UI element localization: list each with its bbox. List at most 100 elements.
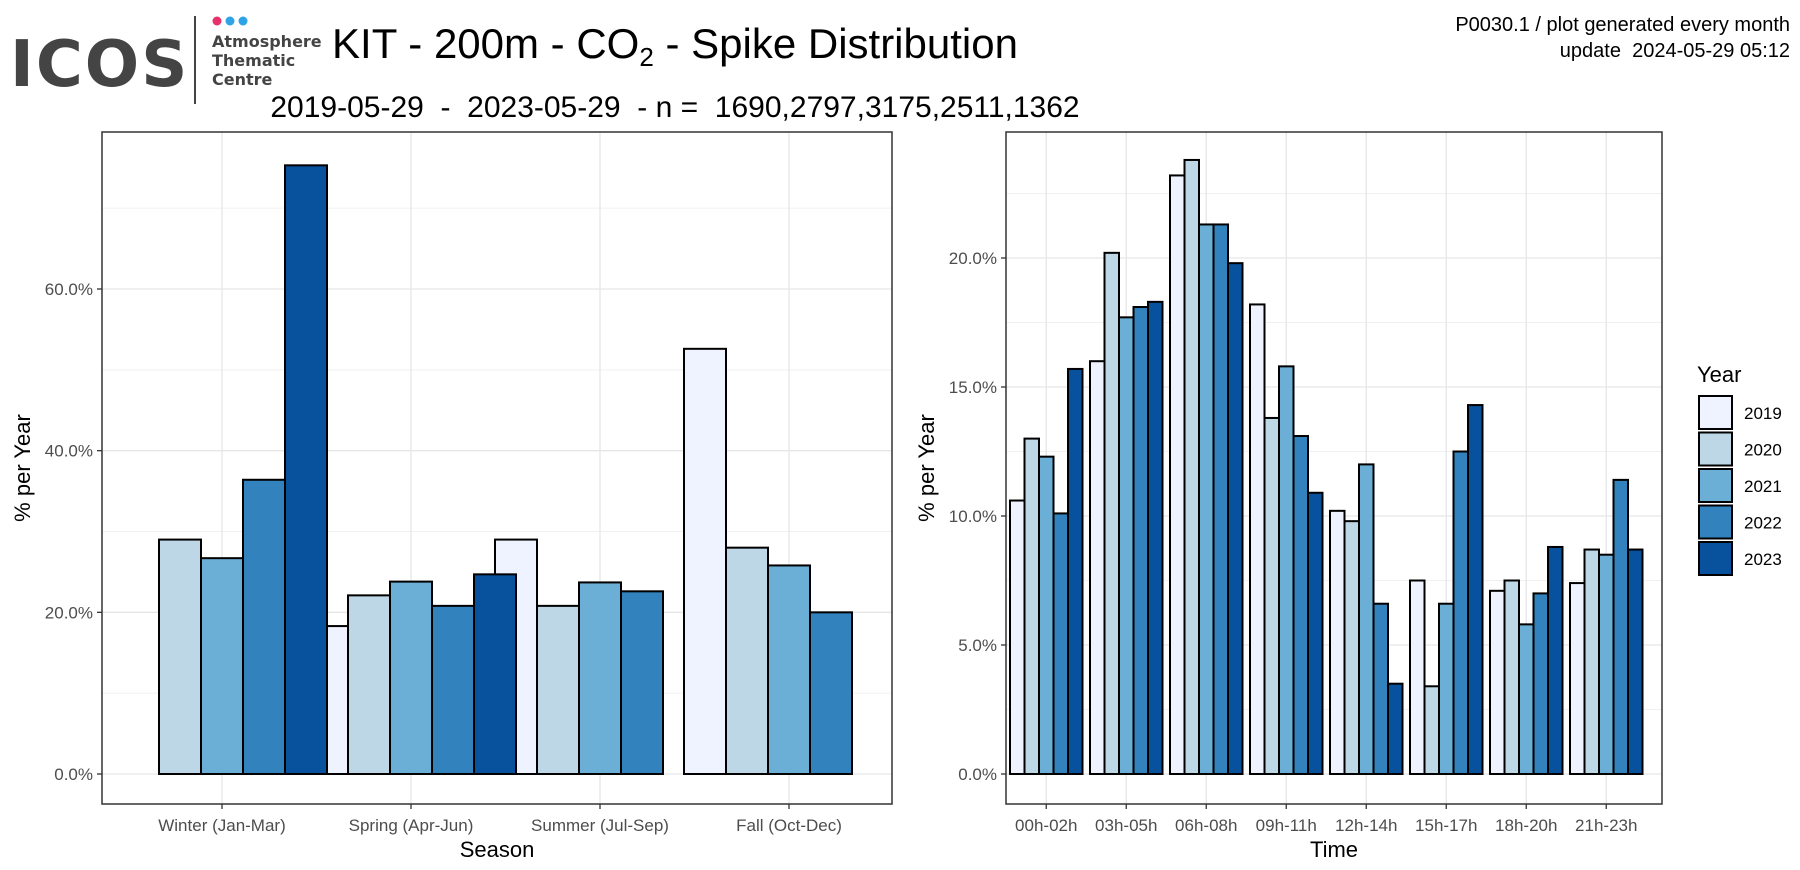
- legend-label: 2023: [1744, 550, 1782, 569]
- x-tick-label: 06h-08h: [1175, 816, 1237, 835]
- y-tick-label: 15.0%: [949, 378, 997, 397]
- bar: [1518, 623, 1535, 775]
- legend-swatch: [1698, 504, 1733, 540]
- legend-swatch: [1698, 541, 1733, 576]
- meta-line-1: P0030.1 / plot generated every month: [1455, 14, 1790, 36]
- bar: [1023, 437, 1040, 775]
- logo-sub-line: Atmosphere: [212, 32, 322, 51]
- legend-label: 2021: [1744, 477, 1782, 496]
- bar: [1409, 579, 1426, 775]
- bar: [1452, 450, 1469, 775]
- bar: [683, 347, 727, 775]
- title-rest: - Spike Distribution: [653, 20, 1018, 67]
- bar: [1249, 303, 1266, 775]
- legend-swatch: [1698, 431, 1733, 467]
- x-tick-label: 00h-02h: [1015, 816, 1077, 835]
- bar: [347, 594, 391, 775]
- y-tick-label: 20.0%: [45, 603, 93, 622]
- y-tick-label: 5.0%: [958, 636, 997, 655]
- bar: [1307, 491, 1324, 775]
- legend-swatch: [1698, 395, 1733, 430]
- bar: [1089, 360, 1106, 775]
- bar: [473, 573, 517, 776]
- title-subscript: 2: [639, 42, 654, 72]
- bar: [1598, 553, 1615, 776]
- bar: [767, 564, 811, 776]
- bar: [536, 604, 580, 775]
- bar: [1118, 316, 1135, 775]
- x-axis-title: Season: [460, 837, 535, 862]
- legend-title: Year: [1697, 362, 1741, 387]
- legend-label: 2022: [1744, 514, 1782, 533]
- bar: [1438, 602, 1455, 775]
- bar: [809, 611, 853, 775]
- y-tick-label: 60.0%: [45, 280, 93, 299]
- x-tick-label: 03h-05h: [1095, 816, 1157, 835]
- bar: [431, 604, 475, 775]
- icos-logo: ICOS Atmosphere Thematic Centre: [10, 16, 322, 104]
- bar: [1372, 602, 1389, 775]
- bar: [1263, 416, 1280, 775]
- bar: [1038, 455, 1055, 775]
- bar: [1627, 548, 1644, 775]
- bar: [1227, 262, 1244, 775]
- y-axis-title: % per Year: [914, 414, 939, 522]
- logo-word: ICOS: [10, 28, 189, 102]
- bar: [1547, 545, 1564, 776]
- x-tick-label: Spring (Apr-Jun): [349, 816, 474, 835]
- bar: [1009, 499, 1026, 775]
- bar: [1423, 685, 1440, 776]
- bar: [725, 546, 769, 776]
- y-tick-label: 10.0%: [949, 507, 997, 526]
- y-tick-label: 40.0%: [45, 442, 93, 461]
- bar: [1183, 158, 1200, 775]
- bar: [620, 590, 664, 775]
- bar: [1292, 435, 1309, 775]
- bar: [158, 538, 202, 775]
- bar: [1132, 306, 1149, 775]
- legend-label: 2020: [1744, 441, 1782, 460]
- x-tick-label: 12h-14h: [1335, 816, 1397, 835]
- x-tick-label: 09h-11h: [1256, 816, 1317, 835]
- y-tick-label: 0.0%: [54, 765, 93, 784]
- legend-label: 2019: [1744, 404, 1782, 423]
- plot-metadata: P0030.1 / plot generated every month upda…: [1455, 12, 1790, 64]
- bar: [1532, 592, 1549, 776]
- bar: [1489, 589, 1506, 775]
- bar: [1103, 251, 1120, 775]
- bar: [1052, 512, 1069, 775]
- bar: [1198, 223, 1215, 775]
- bar: [284, 164, 328, 775]
- x-tick-label: Summer (Jul-Sep): [531, 816, 669, 835]
- chart-panel-2: 0.0% 5.0% 10.0% 15.0% 20.0% 00h-02h 03h-05h 06h…: [914, 131, 1663, 862]
- bar: [1387, 682, 1404, 776]
- chart-panel-1: 0.0% 20.0% 40.0% 60.0% Winter (Jan-Mar) Sprin…: [10, 131, 893, 862]
- bar: [1147, 300, 1164, 775]
- chart-subtitle: 2019-05-29 - 2023-05-29 - n = 1690,2797,…: [270, 91, 1080, 124]
- logo-sub-line: Thematic: [212, 51, 295, 70]
- x-tick-label: Winter (Jan-Mar): [158, 816, 286, 835]
- bar: [1343, 520, 1360, 775]
- bar: [1569, 582, 1586, 776]
- bar: [1329, 509, 1346, 775]
- panel-border: [101, 131, 893, 805]
- logo-dot: [212, 16, 222, 26]
- logo-dot: [238, 16, 248, 26]
- x-tick-label: 21h-23h: [1575, 816, 1637, 835]
- bar: [1358, 463, 1375, 775]
- bar: [1612, 478, 1629, 775]
- logo-dot: [225, 16, 235, 26]
- title-main: KIT - 200m - CO: [332, 20, 640, 67]
- y-axis-title: % per Year: [10, 414, 35, 522]
- legend-swatch: [1698, 468, 1733, 503]
- y-tick-label: 0.0%: [958, 765, 997, 784]
- bar: [242, 478, 286, 775]
- chart-title: KIT - 200m - CO2 - Spike Distribution: [0, 18, 1350, 70]
- bar: [1212, 223, 1229, 775]
- bar: [578, 581, 622, 775]
- y-tick-label: 20.0%: [949, 249, 997, 268]
- bar: [1169, 174, 1186, 775]
- logo-sub-line: Centre: [212, 70, 273, 89]
